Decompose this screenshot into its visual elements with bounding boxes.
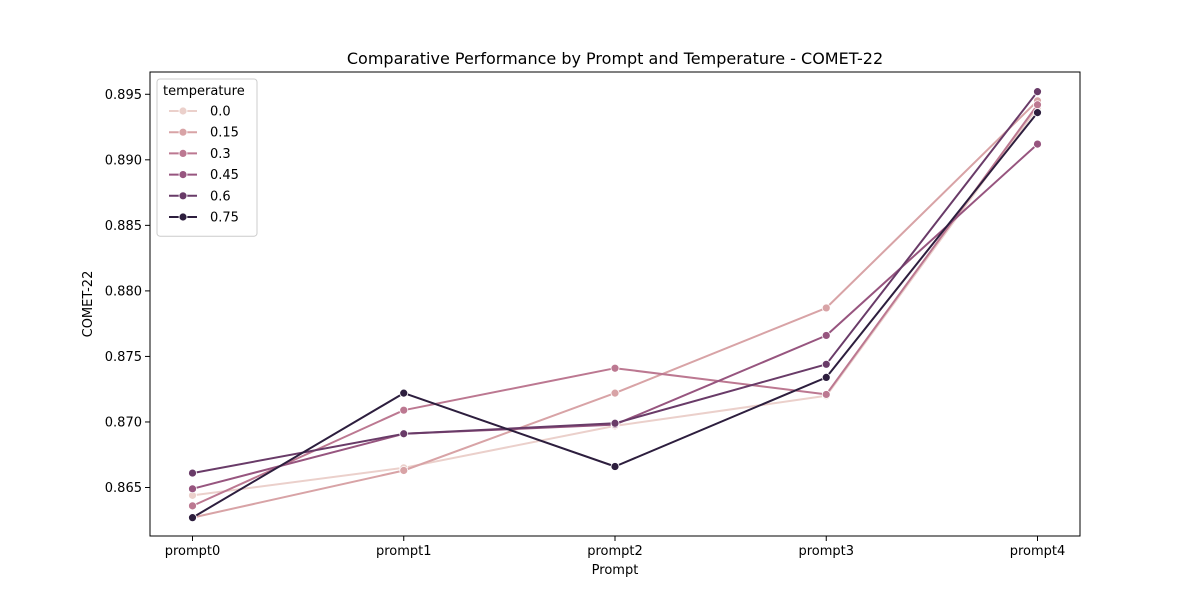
point-0.3-prompt0 [188,501,197,511]
x-tick-label-prompt0: prompt0 [165,544,221,559]
y-tick-label-0.880: 0.880 [105,284,142,299]
point-0.6-prompt0 [188,468,197,478]
point-0.3-prompt4 [1033,100,1042,110]
axes: prompt0 prompt1 prompt2 prompt3 prompt4 0.865… [105,88,1066,559]
point-0.75-prompt2 [610,462,620,471]
chart-title: Comparative Performance by Prompt and Te… [347,49,883,68]
point-0.15-prompt3 [821,303,831,313]
point-0.15-prompt1 [399,466,409,475]
y-axis-label: COMET-22 [81,271,96,338]
point-0.45-prompt0 [188,484,197,494]
series-line-0.75 [191,111,1039,519]
x-tick-label-prompt3: prompt3 [798,544,854,559]
point-0.6-prompt4 [1033,87,1042,97]
series-line-0.6 [192,91,1039,475]
legend-label-0.15: 0.15 [210,126,239,141]
legend-marker-0.45 [178,170,188,180]
y-tick-label-0.875: 0.875 [105,350,142,365]
x-axis-label: Prompt [592,563,639,578]
legend-marker-0.15 [178,127,188,137]
point-0.75-prompt1 [399,388,409,398]
x-tick-label-prompt4: prompt4 [1010,544,1066,559]
y-tick-label-0.895: 0.895 [105,88,142,103]
x-tick-label-prompt2: prompt2 [587,544,643,559]
legend-label-0.6: 0.6 [210,189,231,204]
legend-marker-0.6 [178,191,188,201]
series-line-0.0 [192,106,1039,497]
point-0.6-prompt2 [610,418,620,428]
legend-title: temperature [163,84,245,99]
point-0.3-prompt2 [610,363,620,373]
series-line-0.45 [192,143,1039,490]
y-tick-label-0.865: 0.865 [105,481,142,496]
point-0.75-prompt0 [188,513,197,523]
y-tick-label-0.870: 0.870 [105,415,142,430]
series-line-0.3 [192,104,1039,507]
legend-label-0.75: 0.75 [210,211,239,226]
legend-marker-0.75 [178,212,188,222]
legend-label-0.3: 0.3 [210,147,231,162]
legend-label-0.45: 0.45 [210,168,239,183]
point-0.75-prompt4 [1033,108,1042,118]
legend-marker-0.3 [178,148,188,158]
point-0.75-prompt3 [821,373,831,382]
point-0.6-prompt1 [399,429,409,439]
legend-box [156,78,258,237]
point-0.6-prompt3 [821,359,831,369]
y-tick-label-0.890: 0.890 [105,153,142,168]
legend-label-0.0: 0.0 [210,105,231,120]
point-0.45-prompt4 [1033,139,1042,149]
legend-marker-0.0 [178,106,188,116]
point-0.3-prompt3 [821,390,831,399]
plot-area [188,87,1042,523]
x-tick-label-prompt1: prompt1 [376,544,432,559]
legend: temperature 0.0 0.15 0.3 0.45 0.6 0.75 [156,78,258,237]
point-0.15-prompt2 [610,388,620,398]
y-tick-label-0.885: 0.885 [105,219,142,234]
point-0.3-prompt1 [399,405,409,415]
point-0.45-prompt3 [821,331,831,340]
